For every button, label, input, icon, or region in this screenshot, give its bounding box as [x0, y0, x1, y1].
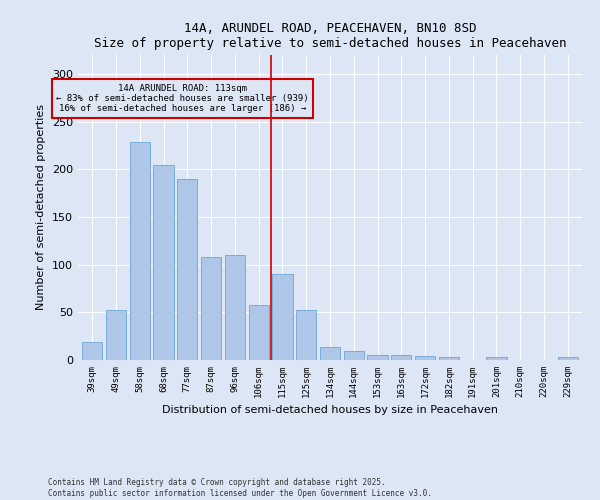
Title: 14A, ARUNDEL ROAD, PEACEHAVEN, BN10 8SD
Size of property relative to semi-detach: 14A, ARUNDEL ROAD, PEACEHAVEN, BN10 8SD … — [94, 22, 566, 50]
Bar — [225, 255, 245, 360]
Bar — [391, 355, 412, 360]
Bar — [130, 142, 150, 360]
X-axis label: Distribution of semi-detached houses by size in Peacehaven: Distribution of semi-detached houses by … — [162, 406, 498, 415]
Bar — [201, 257, 221, 360]
Bar — [367, 355, 388, 360]
Bar — [439, 357, 459, 360]
Bar — [415, 356, 435, 360]
Bar — [344, 352, 364, 360]
Bar — [487, 357, 506, 360]
Bar — [82, 342, 103, 360]
Text: Contains HM Land Registry data © Crown copyright and database right 2025.
Contai: Contains HM Land Registry data © Crown c… — [48, 478, 432, 498]
Bar — [154, 164, 173, 360]
Bar — [248, 304, 269, 360]
Bar — [177, 179, 197, 360]
Bar — [320, 346, 340, 360]
Bar — [557, 357, 578, 360]
Bar — [106, 310, 126, 360]
Text: 14A ARUNDEL ROAD: 113sqm
← 83% of semi-detached houses are smaller (939)
16% of : 14A ARUNDEL ROAD: 113sqm ← 83% of semi-d… — [56, 84, 309, 114]
Bar — [296, 310, 316, 360]
Bar — [272, 274, 293, 360]
Y-axis label: Number of semi-detached properties: Number of semi-detached properties — [37, 104, 46, 310]
